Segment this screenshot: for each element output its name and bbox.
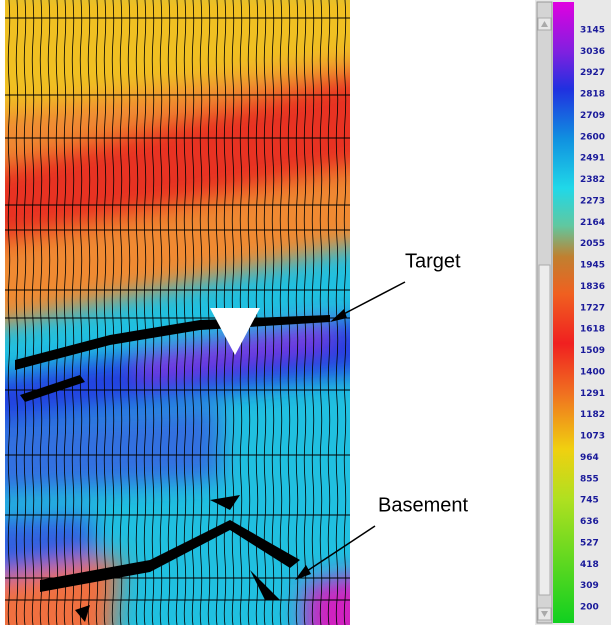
colorbar-label: 1727 [580, 303, 605, 313]
colorbar-label: 527 [580, 538, 599, 548]
colorbar-label: 1945 [580, 261, 605, 271]
colorbar-label: 1836 [580, 282, 605, 292]
seismic-section [0, 0, 380, 631]
colorbar-label: 2382 [580, 175, 605, 185]
colorbar-label: 2491 [580, 154, 605, 164]
annotation: Target [405, 250, 461, 272]
colorbar-label: 2164 [580, 218, 605, 228]
colorbar-label: 2709 [580, 111, 605, 121]
colorbar-label: 2273 [580, 196, 605, 206]
colorbar-label: 418 [580, 560, 599, 570]
colorbar-label: 636 [580, 517, 599, 527]
colorbar-label: 3145 [580, 26, 605, 36]
colorbar-label: 964 [580, 453, 599, 463]
figure: Target Basement 3145 3036 2927 2818 2709 2600… [0, 0, 611, 631]
colorbar-label: 2055 [580, 239, 605, 249]
colorbar-label: 2600 [580, 132, 605, 142]
colorbar-label: 745 [580, 496, 599, 506]
colorbar-label: 1509 [580, 346, 605, 356]
colorbar-label: 309 [580, 581, 599, 591]
colorbar-label: 200 [580, 603, 599, 613]
colorbar-label: 3036 [580, 47, 605, 57]
colorbar-label: 1291 [580, 389, 605, 399]
color-strip [553, 2, 574, 623]
colorbar-label: 1182 [580, 410, 605, 420]
colorbar-label: 855 [580, 474, 599, 484]
annotation: Basement [378, 494, 468, 516]
scroll-thumb[interactable] [539, 265, 550, 595]
colorbar-label: 2818 [580, 90, 605, 100]
colorbar-label: 1073 [580, 432, 605, 442]
colorbar-label: 1400 [580, 367, 605, 377]
colorbar-label: 1618 [580, 325, 605, 335]
page: {"annotations": {"target": "Target", "ba… [0, 0, 611, 631]
colorbar-label: 2927 [580, 68, 605, 78]
